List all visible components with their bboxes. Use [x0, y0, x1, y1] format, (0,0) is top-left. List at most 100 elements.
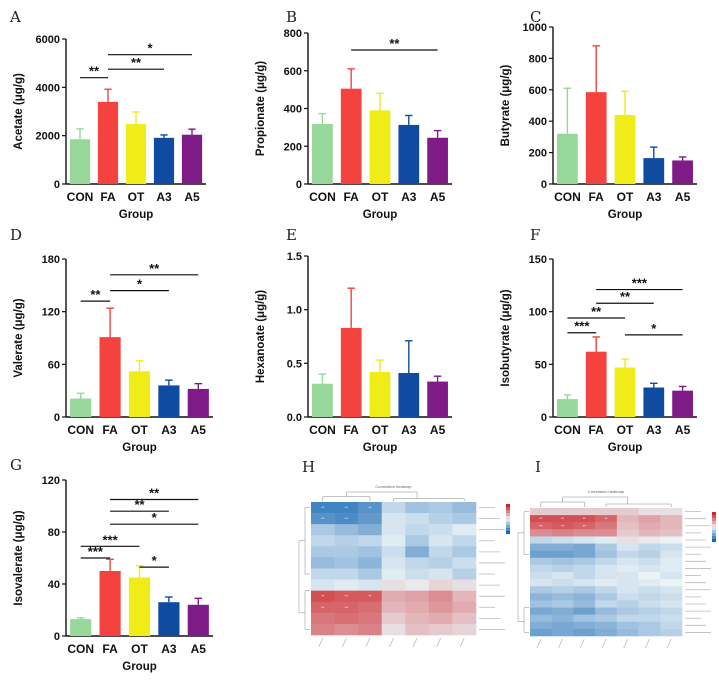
bar-a3 — [153, 137, 175, 184]
heatmap-star: ** — [561, 516, 565, 521]
bar-con — [312, 383, 333, 417]
heatmap-cell — [638, 515, 661, 523]
heatmap-cell — [405, 590, 430, 603]
heatmap-star: ** — [321, 594, 325, 599]
heatmap-star: ** — [583, 516, 587, 521]
panel-letter: B — [286, 8, 297, 26]
x-axis-label: Group — [119, 209, 154, 221]
heatmap-cell — [660, 579, 683, 587]
x-tick-label: FA — [344, 190, 360, 204]
heatmap-cell — [530, 543, 553, 551]
significance-label: * — [152, 553, 158, 568]
heatmap-cell — [530, 593, 553, 601]
heatmap-cell — [405, 612, 430, 625]
heatmap-cell — [311, 557, 335, 569]
heatmap-cell — [660, 515, 683, 523]
heatmap-cell — [573, 543, 596, 551]
heatmap-cell — [334, 601, 359, 614]
heatmap-cell — [530, 628, 553, 637]
heatmap-star: ** — [345, 594, 349, 599]
heatmap-star: ** — [604, 516, 608, 521]
heatmap-cell — [660, 593, 683, 601]
heatmap-cell — [638, 621, 661, 630]
heatmap-cell — [452, 524, 477, 536]
heatmap-cell — [638, 508, 661, 516]
heatmap-star: ** — [345, 505, 349, 510]
heatmap-cell — [358, 513, 383, 525]
heatmap-cell — [660, 600, 683, 608]
heatmap-cell — [660, 536, 683, 544]
heatmap-cell — [452, 601, 477, 614]
legend-swatch — [506, 504, 510, 508]
heatmap-cell — [660, 572, 683, 580]
heatmap-cell — [530, 614, 553, 623]
heatmap-cell — [358, 568, 383, 580]
heatmap-cell — [660, 628, 683, 637]
heatmap-cell — [660, 621, 683, 630]
significance-label: ** — [149, 261, 160, 276]
bar-a5 — [427, 381, 448, 417]
heatmap-cell — [405, 623, 430, 636]
x-axis-label: Group — [608, 209, 643, 221]
heatmap-cell — [616, 564, 639, 573]
y-tick-label: 400 — [284, 104, 302, 116]
heatmap-cell — [358, 590, 383, 603]
legend-swatch — [506, 510, 510, 514]
heatmap-cell — [551, 614, 574, 623]
heatmap-cell — [616, 536, 639, 544]
y-tick-label: 600 — [284, 66, 302, 78]
panel-letter: I — [535, 458, 541, 476]
significance-label: ** — [90, 287, 101, 302]
x-tick-label: OT — [372, 190, 389, 204]
heatmap-cell — [381, 524, 406, 536]
heatmap-star: ** — [368, 505, 372, 510]
heatmap-cell — [311, 612, 335, 625]
heatmap-cell — [452, 612, 477, 625]
significance-label: ** — [620, 289, 631, 304]
x-tick-label: A5 — [675, 423, 691, 437]
heatmap-cell — [381, 601, 406, 614]
bar-con — [557, 399, 578, 417]
x-tick-label: A5 — [675, 190, 691, 204]
x-tick-label: A3 — [156, 190, 172, 204]
heatmap-cell — [595, 508, 618, 516]
bar-a5 — [187, 604, 209, 636]
column-label-placeholder — [459, 637, 465, 648]
y-tick-label: 0.0 — [287, 412, 302, 424]
heatmap-cell — [551, 543, 574, 551]
x-tick-label: FA — [589, 423, 605, 437]
heatmap-cell — [452, 590, 477, 603]
panel-letter: F — [530, 226, 540, 244]
legend-swatch — [506, 513, 510, 517]
heatmap-cell — [595, 564, 618, 573]
heatmap-cell — [551, 529, 574, 537]
significance-label: *** — [574, 319, 590, 334]
bar-a5 — [187, 388, 209, 417]
heatmap-cell — [334, 557, 359, 569]
y-tick-label: 0 — [296, 179, 302, 191]
x-tick-label: OT — [617, 190, 634, 204]
y-tick-label: 50 — [535, 359, 547, 371]
column-label-placeholder — [645, 638, 650, 649]
column-label-placeholder — [318, 637, 324, 648]
heatmap-cell — [551, 579, 574, 587]
heatmap-cell — [334, 513, 359, 525]
chart-b: B 0 200 400 600 800 CON FA OT A3 A5 Group Propionate… — [255, 8, 452, 221]
bar-fa — [99, 337, 121, 417]
heatmap-cell — [551, 607, 574, 615]
heatmap-cell — [616, 628, 639, 637]
x-tick-label: OT — [372, 423, 389, 437]
heatmap-cell — [660, 550, 683, 559]
x-tick-label: CON — [67, 642, 94, 656]
heatmap-star: ** — [539, 523, 543, 528]
panel-letter: C — [530, 8, 541, 26]
bar-con — [70, 398, 92, 417]
y-tick-label: 1000 — [523, 22, 547, 34]
heatmap-star: ** — [321, 516, 325, 521]
x-tick-label: A3 — [401, 423, 417, 437]
heatmap-cell — [428, 623, 453, 636]
heatmap-cell — [452, 535, 477, 547]
column-label-placeholder — [341, 637, 347, 648]
heatmap-cell — [573, 579, 596, 587]
heatmap-cell — [573, 600, 596, 608]
